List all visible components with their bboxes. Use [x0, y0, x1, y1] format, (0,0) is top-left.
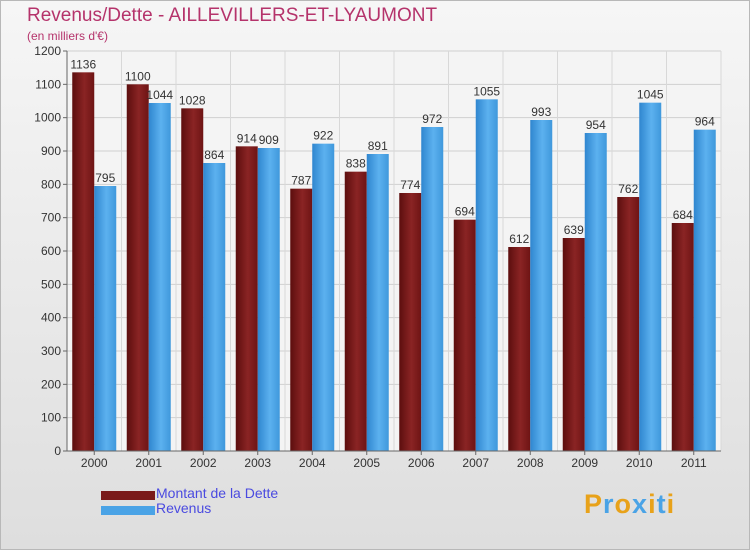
grid-lines [66, 50, 722, 452]
x-tick-label: 2006 [408, 456, 435, 470]
bar-revenus [421, 127, 444, 451]
data-label-dette: 774 [400, 178, 420, 192]
bar-revenus [639, 102, 662, 452]
x-tick-label: 2003 [244, 456, 271, 470]
logo-letter: x [632, 489, 649, 519]
data-label-revenus: 964 [695, 115, 715, 129]
data-label-revenus: 795 [95, 171, 115, 185]
logo-letter: t [656, 489, 667, 519]
bar-dette [344, 171, 367, 451]
bar-revenus [148, 103, 171, 451]
y-tick-label: 700 [41, 211, 61, 225]
bar-revenus [203, 163, 226, 451]
data-label-dette: 694 [455, 205, 475, 219]
data-label-revenus: 1055 [473, 84, 500, 98]
y-tick-label: 200 [41, 377, 61, 391]
bar-revenus [693, 129, 716, 451]
data-label-revenus: 954 [586, 118, 606, 132]
bar-dette [235, 146, 258, 452]
proxiti-logo: Proxiti [584, 489, 675, 520]
data-label-revenus: 864 [204, 148, 224, 162]
bar-dette [290, 188, 313, 451]
data-label-revenus: 909 [259, 133, 279, 147]
bar-dette [617, 197, 640, 451]
logo-letter: o [614, 489, 633, 519]
bar-revenus [584, 133, 607, 451]
x-tick-label: 2010 [626, 456, 653, 470]
x-tick-label: 2002 [190, 456, 217, 470]
bar-revenus [530, 120, 553, 451]
y-tick-label: 100 [41, 411, 61, 425]
y-tick-label: 500 [41, 277, 61, 291]
data-label-revenus: 993 [531, 105, 551, 119]
bar-revenus [475, 99, 498, 451]
bar-dette [181, 108, 204, 451]
y-tick-label: 0 [54, 444, 61, 458]
x-tick-label: 2001 [135, 456, 162, 470]
bar-dette [671, 223, 694, 451]
legend-swatch-revenus [101, 506, 155, 515]
logo-letter: r [603, 489, 615, 519]
data-label-revenus: 891 [368, 139, 388, 153]
data-label-dette: 1100 [125, 69, 151, 83]
data-label-dette: 684 [673, 208, 693, 222]
data-label-revenus: 1045 [637, 88, 664, 102]
logo-letter: i [666, 489, 676, 519]
axes: 0 100 200 300 400 500 600 700 800 900 1000 1100 1200… [34, 44, 721, 470]
x-tick-label: 2009 [571, 456, 598, 470]
chart-title: Revenus/Dette - AILLEVILLERS-ET-LYAUMONT [27, 5, 438, 26]
y-tick-label: 1200 [34, 44, 61, 58]
x-tick-label: 2004 [299, 456, 326, 470]
bar-dette [72, 72, 95, 451]
data-label-dette: 914 [237, 131, 257, 145]
y-tick-label: 400 [41, 311, 61, 325]
data-label-revenus: 972 [422, 112, 442, 126]
y-tick-label: 900 [41, 144, 61, 158]
bar-dette [399, 193, 422, 451]
data-label-dette: 762 [618, 182, 638, 196]
x-tick-label: 2008 [517, 456, 544, 470]
data-labels: 1136 795 1100 1044 1028 864 914 909 787 922 838891… [70, 57, 715, 246]
bar-dette [508, 247, 531, 451]
chart-subtitle: (en milliers d'€) [27, 29, 108, 43]
data-label-dette: 1136 [70, 57, 96, 71]
data-label-revenus: 1044 [146, 88, 173, 102]
data-label-dette: 612 [509, 232, 529, 246]
logo-letter: i [648, 489, 657, 519]
x-tick-label: 2007 [462, 456, 489, 470]
data-label-dette: 639 [564, 223, 584, 237]
data-label-dette: 1028 [179, 93, 206, 107]
y-tick-label: 1100 [35, 77, 61, 91]
x-tick-label: 2011 [681, 456, 707, 470]
data-label-revenus: 922 [313, 129, 333, 143]
y-tick-label: 300 [41, 344, 61, 358]
x-tick-label: 2005 [353, 456, 380, 470]
bar-revenus [257, 148, 280, 451]
y-tick-label: 800 [41, 177, 61, 191]
bar-dette [126, 84, 149, 451]
data-label-dette: 787 [291, 174, 311, 188]
x-tick-label: 2000 [81, 456, 108, 470]
data-label-dette: 838 [346, 157, 366, 171]
legend-label-revenus: Revenus [156, 500, 212, 516]
bar-dette [453, 219, 476, 451]
bar-revenus [94, 186, 117, 451]
bar-revenus [366, 154, 389, 451]
y-tick-label: 600 [41, 244, 61, 258]
bars [72, 72, 716, 452]
bar-dette [562, 238, 585, 451]
legend-swatch-dette [101, 491, 155, 500]
logo-letter: P [584, 489, 604, 519]
legend-label-dette: Montant de la Dette [156, 485, 279, 501]
bar-revenus [312, 143, 335, 451]
y-tick-label: 1000 [34, 111, 61, 125]
